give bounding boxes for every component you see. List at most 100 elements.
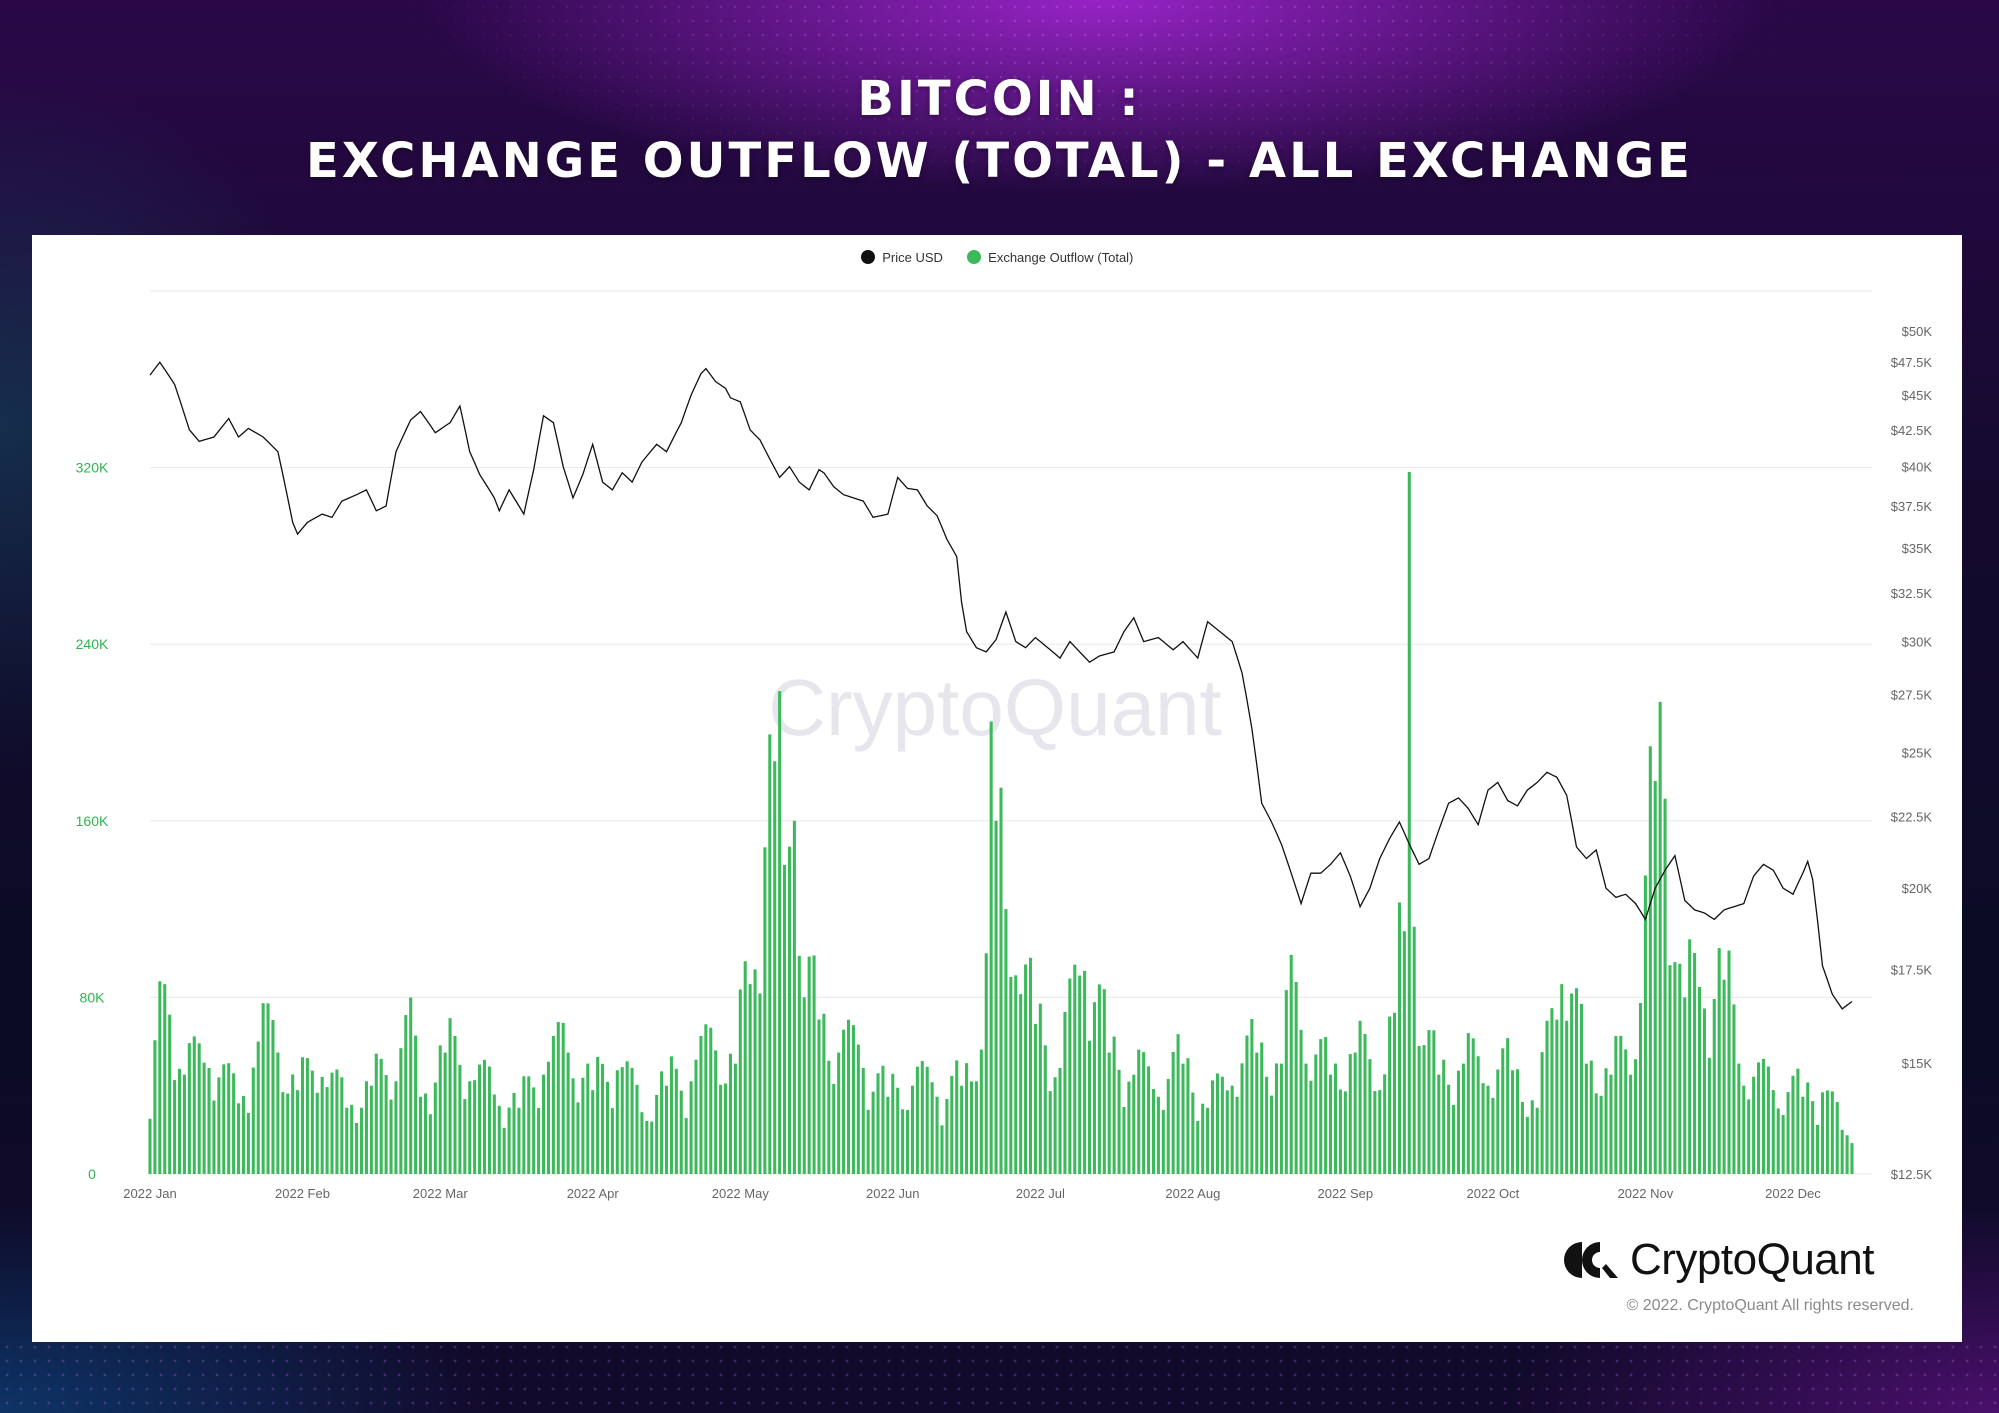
outflow-bar — [891, 1073, 895, 1174]
outflow-bar — [886, 1096, 890, 1174]
outflow-bar — [817, 1019, 821, 1174]
outflow-bar — [404, 1015, 408, 1174]
background-dots — [0, 0, 1999, 240]
outflow-bar — [1550, 1008, 1554, 1174]
outflow-bar — [1456, 1070, 1460, 1174]
legend-item-outflow[interactable]: Exchange Outflow (Total) — [966, 250, 1133, 265]
outflow-bar — [1771, 1090, 1775, 1174]
outflow-bar — [1063, 1011, 1067, 1174]
outflow-bar — [364, 1081, 368, 1174]
outflow-bar — [950, 1075, 954, 1174]
left-axis-tick-label: 240K — [76, 636, 109, 652]
outflow-bar — [1333, 1063, 1338, 1174]
outflow-bar — [1648, 746, 1652, 1174]
right-axis: $12.5K $15K $17.5K $20K $22.5K $25K $27.5K $30K… — [1891, 324, 1933, 1182]
outflow-bar — [1761, 1058, 1765, 1174]
outflow-bar — [276, 1052, 280, 1174]
outflow-bar — [1378, 1090, 1382, 1174]
outflow-bar — [1230, 1085, 1234, 1174]
outflow-bar — [1594, 1093, 1598, 1174]
outflow-bar — [1491, 1097, 1495, 1174]
left-axis-tick-label: 80K — [80, 989, 106, 1005]
outflow-bar — [792, 820, 796, 1174]
background-dots-bottom — [0, 1340, 1999, 1413]
outflow-bar — [822, 1013, 826, 1174]
right-axis-tick-label: $40K — [1902, 460, 1933, 475]
outflow-bar — [1786, 1092, 1790, 1174]
outflow-bar — [478, 1064, 482, 1174]
outflow-bar — [187, 1043, 191, 1174]
outflow-bar — [1407, 472, 1411, 1174]
outflow-bar — [487, 1066, 491, 1174]
outflow-bar — [1481, 1083, 1485, 1174]
outflow-bar — [901, 1109, 905, 1174]
outflow-bar — [1515, 1069, 1520, 1174]
outflow-bar — [1776, 1108, 1780, 1174]
x-axis-tick-label: 2022 Feb — [275, 1186, 330, 1201]
legend-item-price[interactable]: Price USD — [860, 250, 943, 265]
outflow-bar — [394, 1081, 398, 1174]
outflow-bar — [1191, 1092, 1195, 1174]
outflow-bar — [546, 1061, 550, 1174]
outflow-bar — [1383, 1074, 1387, 1174]
outflow-bar — [1112, 1036, 1116, 1174]
outflow-bar — [596, 1056, 600, 1174]
outflow-bar — [743, 961, 747, 1174]
outflow-bar — [866, 1109, 870, 1174]
outflow-bar — [910, 1085, 914, 1174]
outflow-bar — [1373, 1091, 1377, 1174]
outflow-bar — [512, 1092, 516, 1174]
outflow-bar — [1156, 1096, 1160, 1174]
outflow-bar — [1579, 1003, 1583, 1174]
outflow-bar — [1722, 979, 1726, 1174]
outflow-bar — [1727, 950, 1731, 1174]
x-axis-tick-label: 2022 Jan — [123, 1186, 177, 1201]
outflow-bar — [605, 1081, 609, 1174]
cryptoquant-logo-icon — [1564, 1242, 1618, 1278]
outflow-bar — [1107, 1052, 1111, 1174]
outflow-bar — [197, 1043, 201, 1174]
outflow-bar — [709, 1027, 713, 1174]
outflow-bar — [1240, 1063, 1244, 1174]
outflow-bar — [355, 1122, 359, 1174]
right-axis-tick-label: $45K — [1902, 388, 1933, 403]
outflow-bar — [330, 1072, 334, 1174]
outflow-bar — [1304, 1063, 1308, 1174]
outflow-bar — [871, 1091, 875, 1174]
outflow-bar — [1653, 781, 1657, 1174]
outflow-bar — [1348, 1054, 1352, 1174]
outflow-bar — [1520, 1102, 1524, 1174]
copyright-text: © 2022. CryptoQuant All rights reserved. — [1626, 1297, 1914, 1314]
outflow-bar — [1024, 964, 1028, 1174]
outflow-bar — [1245, 1035, 1249, 1174]
outflow-bar — [719, 1084, 723, 1174]
outflow-bar — [1014, 975, 1018, 1174]
outflow-bar — [635, 1084, 639, 1174]
outflow-bar — [1707, 1057, 1711, 1174]
chart-legend: Price USD Exchange Outflow (Total) — [32, 249, 1962, 265]
outflow-bar — [1447, 1084, 1451, 1174]
outflow-bar — [1137, 1049, 1141, 1174]
outflow-bar — [1004, 909, 1008, 1174]
left-axis-tick-label: 160K — [76, 813, 109, 829]
outflow-bar — [389, 1099, 393, 1174]
outflow-bar — [856, 1044, 860, 1174]
outflow-bar — [1796, 1068, 1800, 1174]
outflow-bar — [1525, 1116, 1529, 1174]
outflow-bar — [1702, 1008, 1706, 1174]
outflow-bar — [655, 1094, 659, 1174]
outflow-bar — [1604, 1068, 1608, 1174]
outflow-bar — [1019, 994, 1023, 1174]
outflow-bar — [630, 1067, 634, 1174]
outflow-bar — [640, 1112, 644, 1174]
outflow-bar — [1260, 1042, 1264, 1174]
outflow-bar — [369, 1085, 373, 1174]
price-line-group — [149, 361, 1853, 1010]
outflow-bar — [291, 1074, 295, 1174]
outflow-bar — [925, 1066, 929, 1174]
outflow-bar — [1324, 1037, 1328, 1174]
outflow-bar — [1053, 1077, 1057, 1174]
outflow-bar — [335, 1069, 339, 1174]
outflow-bar — [497, 1105, 501, 1174]
outflow-bar — [625, 1061, 629, 1174]
